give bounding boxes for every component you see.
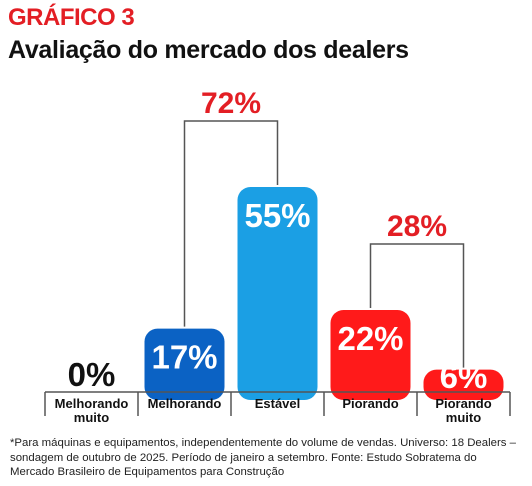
bar-value-label: 22% — [337, 320, 403, 357]
chart-kicker: GRÁFICO 3 — [8, 4, 135, 31]
bar — [144, 328, 225, 400]
bar — [330, 310, 411, 400]
chart-footnote: *Para máquinas e equipamentos, independe… — [10, 437, 516, 478]
category-label: Estável — [255, 396, 301, 411]
group-total-label: 28% — [387, 210, 447, 243]
bar — [237, 187, 318, 400]
bar-value-label: 17% — [151, 339, 217, 376]
group-total-label: 72% — [201, 87, 261, 120]
group-bracket — [369, 243, 465, 368]
category-label: Melhorando muito — [55, 396, 129, 425]
category-label: Melhorando — [148, 396, 222, 411]
bar-value-label: 0% — [68, 356, 116, 393]
chart-title: Avaliação do mercado dos dealers — [8, 36, 409, 64]
bar-value-label: 55% — [244, 197, 310, 234]
group-bracket — [183, 120, 279, 327]
category-label: Piorando — [342, 396, 398, 411]
category-label: Piorando muito — [435, 396, 491, 425]
